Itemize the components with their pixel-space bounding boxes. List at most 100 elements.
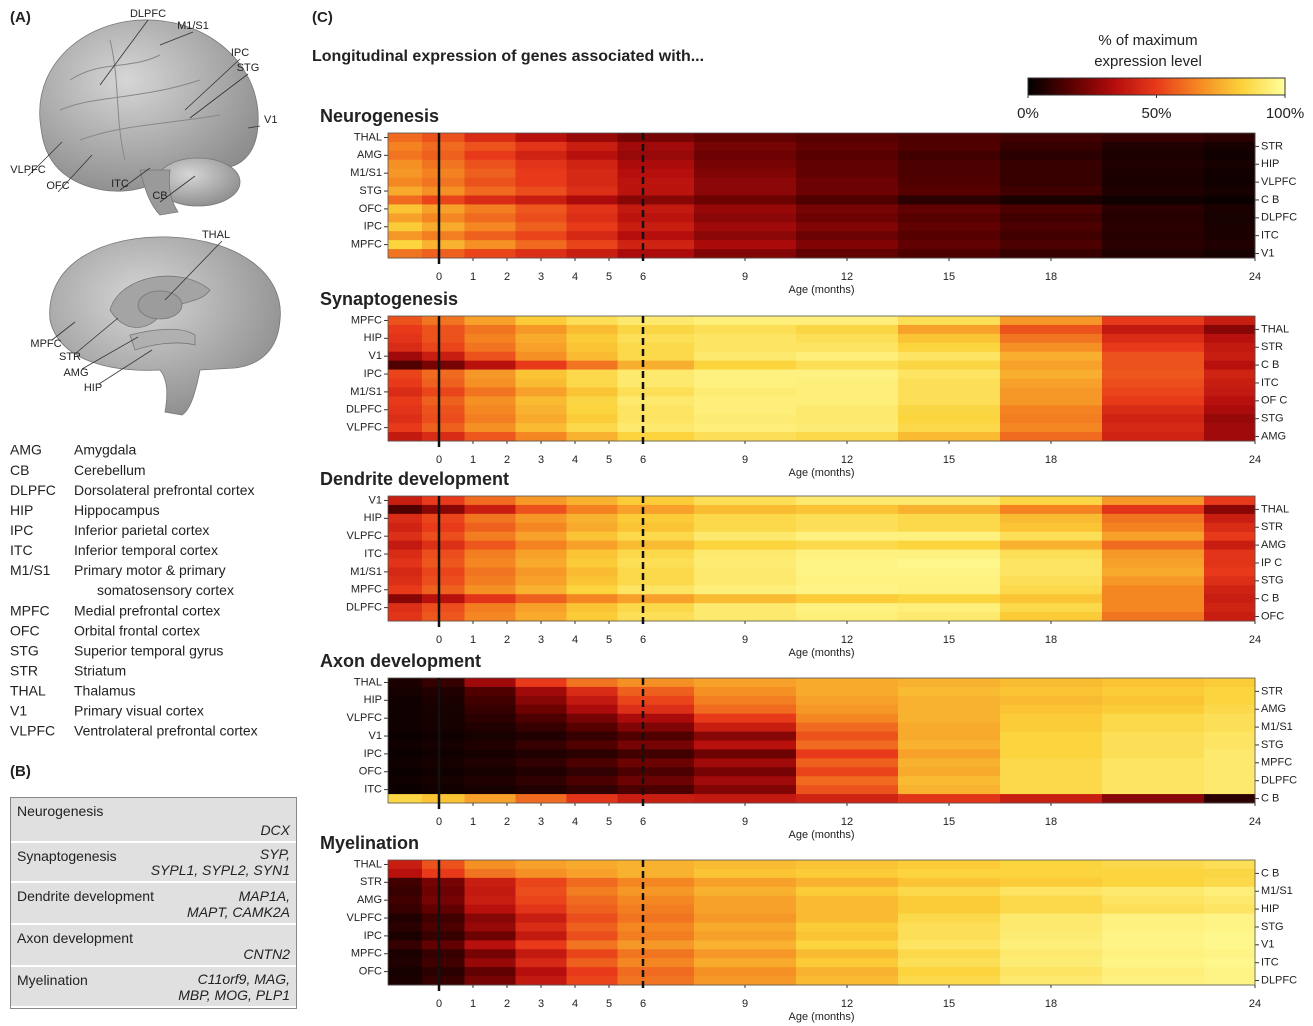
heatmap-cell [1000, 860, 1103, 870]
x-tick-label: 15 [943, 454, 955, 466]
heatmap-cell [388, 740, 423, 750]
heatmap-cell [617, 531, 695, 542]
heatmap-cell [694, 414, 797, 424]
heatmap-cell [694, 749, 797, 759]
heatmap-cell [464, 186, 516, 196]
heatmap-cell [566, 333, 618, 344]
heatmap-cell [464, 940, 516, 950]
heatmap-cell [694, 603, 797, 613]
heatmap-cell [515, 567, 567, 577]
x-tick-label: 18 [1045, 634, 1057, 646]
heatmap-cell [515, 931, 567, 941]
heatmap-cell [617, 904, 695, 915]
heatmap-cell [1102, 496, 1205, 506]
heatmap-cell [566, 585, 618, 595]
row-label: VLPFC [347, 530, 383, 542]
heatmap-cell [1204, 949, 1256, 959]
heatmap-cell [422, 316, 465, 326]
heatmap-cell [1102, 369, 1205, 379]
heatmap-cell [1102, 141, 1205, 152]
colorbar [1027, 77, 1286, 96]
heatmap-cell [566, 396, 618, 406]
heatmap-cell [617, 133, 695, 143]
heatmap-frame [387, 859, 1256, 986]
heatmap-cell [388, 496, 423, 506]
x-tick-label: 24 [1249, 634, 1261, 646]
heatmap-cell [1204, 678, 1256, 688]
heatmap-cell [388, 967, 423, 977]
heatmap-cell [1102, 976, 1205, 986]
heatmap-cell [1000, 369, 1103, 379]
heatmap-cell [464, 722, 516, 733]
heatmap-cell [617, 333, 695, 344]
heatmap-cell [422, 776, 465, 786]
heatmap-cell [796, 168, 899, 179]
brain-lateral [39, 19, 259, 216]
heatmap-cell [464, 496, 516, 506]
heatmap-cell [422, 204, 465, 214]
heatmap-cell [617, 231, 695, 241]
heatmap-cell [1204, 195, 1256, 205]
heatmap-cell [898, 594, 1001, 604]
panel-title: Synaptogenesis [320, 289, 458, 309]
x-tick-label: 6 [640, 454, 646, 466]
heatmap-cell [422, 240, 465, 250]
heatmap-cell [388, 758, 423, 768]
heatmap-cell [1204, 594, 1256, 604]
heatmap-cell [515, 249, 567, 259]
heatmap-cell [566, 976, 618, 986]
heatmap-cell [464, 204, 516, 214]
heatmap-cell [388, 585, 423, 595]
heatmap-cell [1204, 186, 1256, 196]
heatmap-cell [694, 522, 797, 533]
heatmap-cell [566, 549, 618, 559]
leader-line [98, 349, 153, 385]
heatmap-cell [388, 940, 423, 950]
heatmap-cell [422, 351, 465, 362]
heatmap-cell [898, 567, 1001, 577]
heatmap-cell [464, 886, 516, 897]
heatmap-cell [515, 360, 567, 371]
heatmap-cell [898, 522, 1001, 533]
heatmap-cell [515, 522, 567, 533]
heatmap-cell [388, 749, 423, 759]
heatmap-cell [796, 195, 899, 205]
heatmap-cell [694, 704, 797, 715]
heatmap-cell [796, 405, 899, 415]
heatmap-cell [796, 740, 899, 750]
heatmap-cell [566, 713, 618, 724]
heatmap-cell [898, 722, 1001, 733]
heatmap-cell [1000, 776, 1103, 786]
row-label: M1/S1 [350, 386, 382, 398]
heatmap-cell [1102, 360, 1205, 371]
heatmap-cell [1204, 231, 1256, 241]
heatmap-cell [617, 785, 695, 795]
abbreviation-definition: Primary visual cortex [74, 703, 204, 719]
row-label: STR [1261, 140, 1283, 152]
heatmap-cell [1102, 316, 1205, 326]
brain-label: CB [152, 190, 167, 202]
heatmap-cell [464, 351, 516, 362]
heatmap-cell [898, 249, 1001, 259]
heatmap-cell [898, 387, 1001, 397]
heatmap-cell [388, 722, 423, 733]
heatmap-cell [796, 612, 899, 622]
heatmap-cell [1000, 868, 1103, 879]
heatmap-cell [422, 886, 465, 897]
heatmap-cell [1000, 767, 1103, 777]
heatmap-cell [388, 678, 423, 688]
heatmap-cell [796, 342, 899, 353]
heatmap-cell [1102, 749, 1205, 759]
heatmap-cell [1000, 387, 1103, 397]
heatmap-cell [796, 758, 899, 768]
heatmap-cell [1000, 195, 1103, 205]
heatmap-cell [566, 895, 618, 906]
heatmap-cell [515, 731, 567, 741]
heatmap-cell [515, 958, 567, 968]
heatmap-cell [898, 378, 1001, 388]
heatmap-cell [1000, 785, 1103, 795]
heatmap-cell [898, 159, 1001, 170]
heatmap-cell [694, 351, 797, 362]
heatmap-cell [388, 976, 423, 986]
heatmap-cell [694, 877, 797, 888]
